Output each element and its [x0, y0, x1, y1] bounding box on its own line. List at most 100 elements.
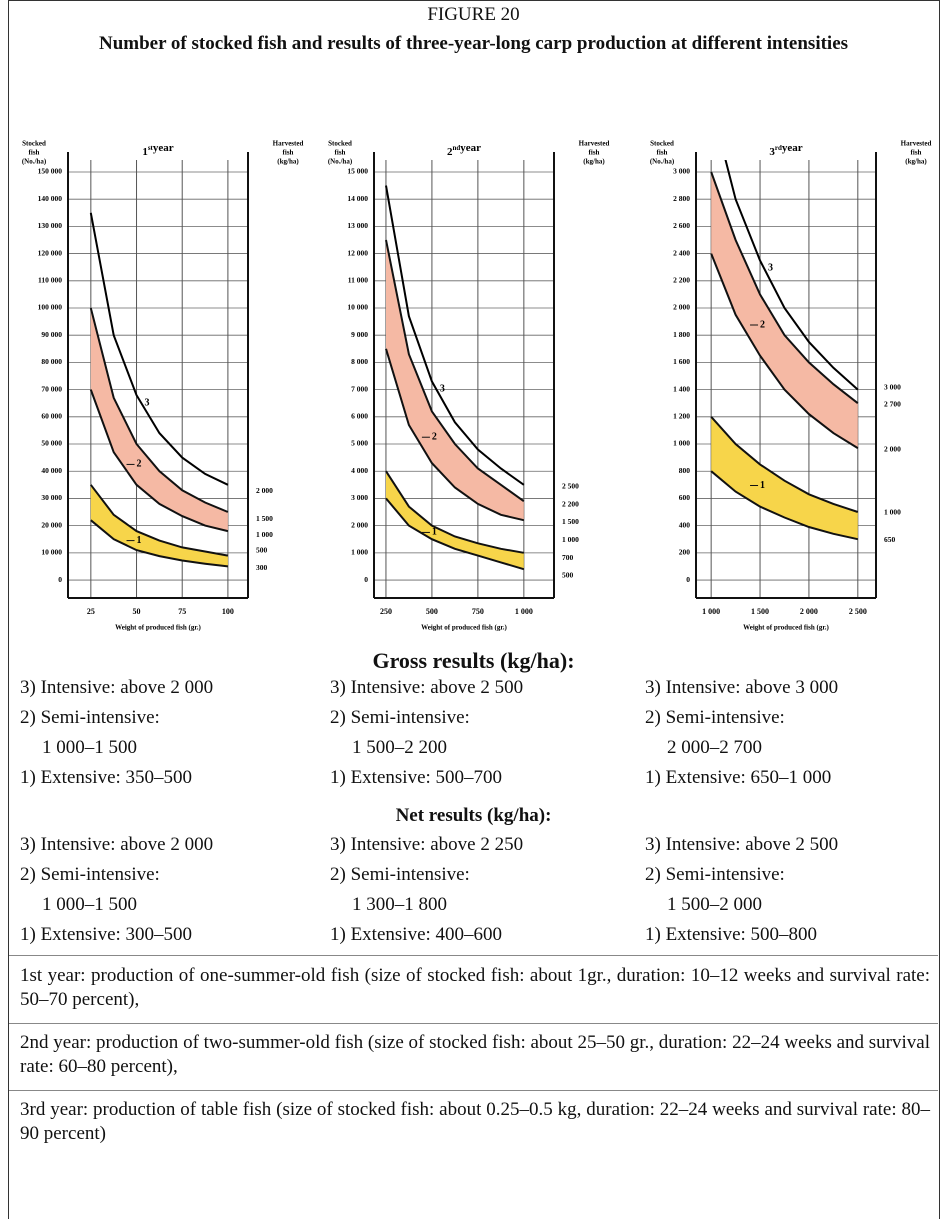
y-tick-label: 14 000	[347, 194, 368, 203]
result-line: 2) Semi-intensive:	[645, 707, 785, 728]
result-line: 2) Semi-intensive:	[330, 707, 470, 728]
result-line: 1) Extensive: 500–700	[330, 767, 503, 788]
result-line: 2) Semi-intensive:	[20, 707, 160, 728]
title-num: 1	[142, 146, 148, 158]
rule	[9, 1023, 938, 1024]
right-label: 700	[562, 553, 574, 562]
y2-axis-label: Harvested	[579, 140, 610, 148]
curve-label: 1	[432, 527, 437, 538]
y-tick-label: 3 000	[673, 167, 690, 176]
right-label: 1 500	[562, 517, 579, 526]
line	[385, 239, 525, 503]
right-label: 650	[884, 535, 896, 544]
y-tick-label: 1 200	[673, 412, 690, 421]
band-fill	[711, 416, 858, 540]
result-line: 1 500–2 200	[352, 737, 447, 758]
y-tick-label: 50 000	[41, 439, 62, 448]
line	[710, 470, 859, 541]
line	[385, 185, 525, 486]
y2-axis-label: (kg/ha)	[905, 158, 927, 166]
curve-label: 2	[137, 459, 142, 470]
note: 2nd year: production of two-summer-old f…	[20, 1032, 930, 1077]
line	[385, 470, 524, 554]
y-tick-label: 7 000	[351, 384, 368, 393]
x-tick-label: 500	[426, 607, 438, 616]
line	[710, 171, 859, 404]
y-axis-label: fish	[335, 149, 346, 157]
curve-label: 3	[440, 384, 445, 395]
y-tick-label: 1 000	[351, 548, 368, 557]
y-tick-label: 130 000	[38, 221, 63, 230]
y-tick-label: 2 000	[673, 303, 690, 312]
y2-axis-label: Harvested	[273, 140, 304, 148]
y-tick-label: 80 000	[41, 357, 62, 366]
title-word: year	[460, 142, 481, 154]
y-tick-label: 5 000	[351, 439, 368, 448]
x-tick-label: 1 000	[515, 607, 533, 616]
y2-axis-label: fish	[283, 149, 294, 157]
y-tick-label: 0	[58, 575, 62, 584]
title-sup: rd	[775, 144, 782, 152]
chart: Stockedfish(No./ha)Harvestedfish(kg/ha)1…	[22, 140, 304, 632]
y2-axis-label: (kg/ha)	[277, 158, 299, 166]
y-tick-label: 400	[679, 520, 691, 529]
curve-label: 1	[137, 535, 142, 546]
y-tick-label: 120 000	[38, 248, 63, 257]
right-label: 300	[256, 563, 268, 572]
right-label: 3 000	[884, 383, 901, 392]
line	[89, 389, 229, 533]
y-tick-label: 40 000	[41, 466, 62, 475]
result-line: 3) Intensive: above 2 250	[330, 834, 524, 855]
band-fill	[711, 172, 858, 449]
right-label: 1 000	[256, 530, 273, 539]
y-tick-label: 20 000	[41, 520, 62, 529]
net-heading: Net results (kg/ha):	[395, 805, 552, 826]
result-line: 1 000–1 500	[42, 737, 137, 758]
title-num: 2	[447, 146, 453, 158]
line	[710, 416, 859, 513]
result-line: 2) Semi-intensive:	[330, 864, 470, 885]
result-line: 1 000–1 500	[42, 894, 137, 915]
y-tick-label: 90 000	[41, 330, 62, 339]
y-tick-label: 100 000	[38, 303, 63, 312]
y-tick-label: 600	[679, 493, 691, 502]
y2-axis-label: fish	[911, 149, 922, 157]
line	[89, 212, 229, 486]
y-tick-label: 1 600	[673, 357, 690, 366]
y-tick-label: 9 000	[351, 330, 368, 339]
y-tick-label: 150 000	[38, 167, 63, 176]
right-label: 2 200	[562, 500, 579, 509]
y-tick-label: 200	[679, 548, 691, 557]
right-label: 500	[562, 571, 574, 580]
title-sup: nd	[452, 144, 460, 152]
note: 1st year: production of one-summer-old f…	[20, 965, 930, 1010]
curve-label: 3	[768, 263, 773, 274]
right-label: 2 500	[562, 482, 579, 491]
line	[724, 160, 859, 391]
result-line: 1 500–2 000	[667, 894, 762, 915]
right-label: 1 000	[562, 535, 579, 544]
result-line: 1 300–1 800	[352, 894, 447, 915]
x-axis-label: Weight of produced fish (gr.)	[115, 624, 201, 632]
y-axis-label: fish	[29, 149, 40, 157]
result-line: 2 000–2 700	[667, 737, 762, 758]
y-axis-label: (No./ha)	[328, 158, 353, 166]
y-axis-label: (No./ha)	[22, 158, 47, 166]
figure-title: Number of stocked fish and results of th…	[98, 33, 849, 54]
curve-label: 2	[760, 319, 765, 330]
y-tick-label: 2 600	[673, 221, 690, 230]
y-tick-label: 1 000	[673, 439, 690, 448]
y-tick-label: 2 000	[351, 520, 368, 529]
y2-axis-label: Harvested	[901, 140, 932, 148]
note: 3rd year: production of table fish (size…	[20, 1099, 930, 1144]
title-num: 3	[769, 146, 775, 158]
x-tick-label: 100	[222, 607, 234, 616]
y-axis-label: Stocked	[328, 140, 352, 148]
figure-label: FIGURE 20	[427, 4, 520, 25]
chart-title: 3rdyear	[769, 142, 802, 158]
x-tick-label: 2 000	[800, 607, 818, 616]
y-tick-label: 2 400	[673, 248, 690, 257]
x-axis-label: Weight of produced fish (gr.)	[421, 624, 507, 632]
result-line: 3) Intensive: above 2 000	[20, 834, 214, 855]
line	[385, 497, 525, 571]
